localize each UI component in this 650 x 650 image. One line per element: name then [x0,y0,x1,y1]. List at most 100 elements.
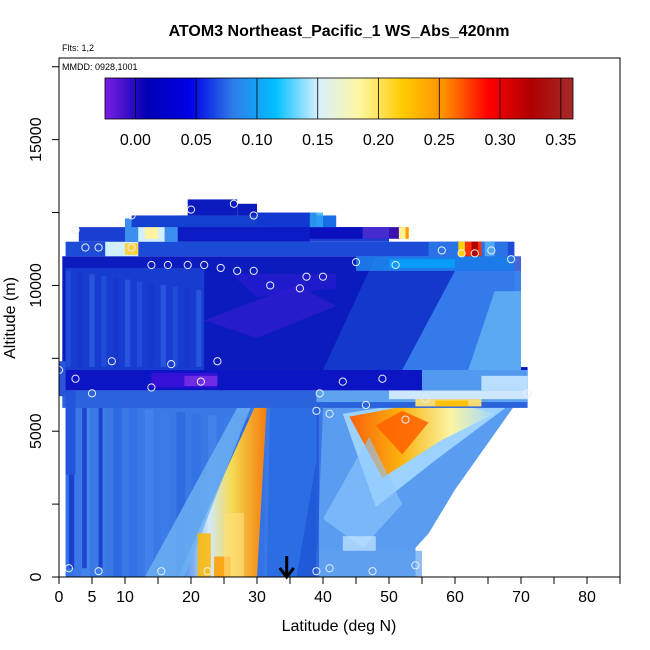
heatmap-cell [389,227,403,239]
y-tick-label: 10000 [28,263,45,308]
heatmap-cell [65,270,71,368]
heatmap-cell [131,215,271,228]
heatmap-cell [389,259,455,268]
sample-point [87,389,97,398]
sample-point [71,225,80,235]
sample-point [127,243,136,252]
sample-point [64,564,74,573]
sample-point [147,260,156,270]
heatmap-cell [113,406,122,577]
heatmap-region [65,267,205,370]
x-axis-label: Latitude (deg N) [282,618,397,635]
heatmap-cell [184,375,218,387]
heatmap-cell [65,241,515,257]
sample-point [507,255,516,264]
heatmap-cell [144,409,154,577]
sample-point [127,211,136,220]
colorbar-tick-label: 0.00 [120,132,151,149]
heatmap-cell [342,536,376,551]
colorbar-tick-label: 0.25 [424,132,455,149]
heatmap-cell [77,272,83,368]
sample-point [411,561,420,570]
y-axis: 0 5000 10000 15000 [28,66,59,581]
sample-point [401,415,410,424]
heatmap-region [375,410,429,455]
sample-point [457,249,466,258]
heatmap-cell [136,281,143,368]
sample-point [368,567,377,576]
heatmap-cell [237,203,257,216]
sample-point [315,389,324,398]
sample-point [470,249,479,258]
heatmap-cell [184,288,190,368]
heatmap-region [230,273,337,298]
x-tick-label: 20 [182,589,200,606]
sample-point [295,284,304,293]
colorbar-tick-label: 0.15 [302,132,333,149]
sample-point [163,260,172,270]
colorbar-tick-label: 0.35 [545,132,576,149]
sample-point [200,260,209,270]
heatmap-cell [458,241,465,257]
heatmap-cell [113,277,119,368]
heatmap-cell [309,227,389,239]
sample-point [437,246,446,255]
heatmap-region [266,402,317,577]
heatmap-cell [362,227,389,239]
heatmap-cell [389,390,528,400]
colorbar-ticks: 0.00 0.05 0.10 0.15 0.20 0.25 0.30 0.35 [120,78,577,149]
heatmap-cell [224,512,244,577]
sample-point [183,260,192,270]
heatmap-cell [59,361,66,397]
heatmap-cell [89,274,95,368]
heatmap-region [144,407,251,577]
sample-point [249,211,258,220]
sample-point [487,246,496,255]
sample-point [203,567,212,576]
heatmap-region [296,460,317,577]
sample-point [229,199,238,208]
heatmap-cell [176,412,186,577]
x-tick-label: 30 [248,589,266,606]
sample-point [325,564,334,573]
y-tick-label: 5000 [28,413,45,449]
sample-point [391,260,400,270]
sample-point [378,374,387,383]
sample-point [81,243,90,252]
heatmap-cell [316,404,320,577]
heatmap-cell [398,227,406,239]
x-tick-label: 0 [55,589,64,606]
sample-point [351,258,361,267]
heatmap-cell [125,243,139,255]
y-tick-label: 0 [28,572,45,581]
colorbar-tick-label: 0.05 [181,132,212,149]
sample-point [94,567,103,576]
x-tick-label: 60 [446,589,464,606]
heatmap-cell [101,276,107,368]
heatmap-region [349,399,495,478]
sample-point [523,389,532,398]
heatmap-cell [68,393,75,569]
heatmap-cell [484,241,495,257]
heatmap-cell [65,390,76,475]
heatmap-cell [435,400,469,407]
sample-point [266,281,275,290]
x-tick-label: 10 [116,589,134,606]
x-tick-label: 80 [578,589,596,606]
sample-point [325,409,334,418]
sample-point [147,383,156,392]
sample-point [338,377,347,386]
x-tick-label: 5 [88,589,97,606]
sample-point [233,266,242,275]
sample-point [361,400,370,410]
heatmap-cell [257,212,317,228]
heatmap-cell [471,241,479,257]
dates-label: MMDD: 0928,1001 [62,62,138,72]
sample-point [318,272,328,281]
heatmap-cell [309,212,323,228]
sample-point [249,266,258,275]
x-axis: 0 5 10 20 30 40 50 60 70 80 [55,576,621,606]
sample-point [216,263,225,273]
heatmap-cell [172,286,178,368]
